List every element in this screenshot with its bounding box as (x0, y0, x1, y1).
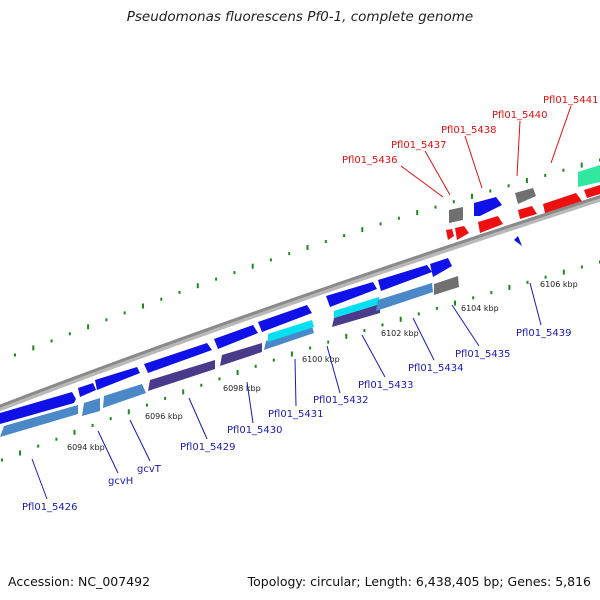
leader-line (31, 458, 48, 500)
gene-feature[interactable] (0, 392, 76, 424)
gene-feature[interactable] (0, 405, 78, 437)
leader-line (400, 165, 444, 198)
leader-line (294, 358, 297, 407)
gene-feature[interactable] (78, 383, 96, 397)
scale-label: 6094 kbp (67, 443, 105, 452)
gene-feature[interactable] (268, 320, 314, 342)
leader-line (246, 381, 254, 424)
gene-label[interactable]: Pfl01_5439 (516, 328, 572, 339)
accession-text: Accession: NC_007492 (8, 574, 151, 589)
gene-feature[interactable] (514, 236, 522, 246)
genome-summary-text: Topology: circular; Length: 6,438,405 bp… (247, 574, 591, 589)
backbone (0, 195, 600, 408)
gene-feature[interactable] (543, 193, 582, 213)
gene-feature[interactable] (474, 197, 502, 216)
gene-feature[interactable] (82, 398, 100, 416)
leader-line (424, 150, 451, 196)
gene-feature[interactable] (584, 185, 600, 198)
gene-label[interactable]: Pfl01_5431 (268, 409, 324, 420)
gene-label[interactable]: Pfl01_5438 (441, 125, 497, 136)
gene-feature[interactable] (258, 305, 312, 332)
gc-content-marks (1, 158, 600, 462)
backbone-shadow (0, 195, 600, 412)
leader-line (451, 304, 480, 347)
leader-line (361, 334, 386, 378)
leader-line (326, 345, 341, 394)
leader-line (529, 282, 542, 326)
gene-feature[interactable] (430, 258, 452, 277)
gene-feature[interactable] (326, 282, 377, 307)
reverse-genes (0, 276, 459, 437)
gene-label[interactable]: Pfl01_5433 (358, 380, 414, 391)
leader-line (188, 397, 208, 440)
gene-feature[interactable] (434, 276, 459, 295)
gene-feature[interactable] (376, 283, 433, 311)
gene-label[interactable]: Pfl01_5432 (313, 395, 369, 406)
gene-labels-bottom: Pfl01_5426 gcvH gcvT Pfl01_5429 Pfl01_54… (22, 328, 572, 513)
scale-labels: 6094 kbp 6096 kbp 6098 kbp 6100 kbp 6102… (67, 280, 578, 452)
leader-line (412, 317, 435, 361)
gene-feature[interactable] (478, 216, 503, 233)
scale-label: 6104 kbp (461, 304, 499, 313)
forward-genes (0, 258, 452, 424)
gene-label[interactable]: Pfl01_5429 (180, 442, 236, 453)
gene-feature[interactable] (449, 207, 463, 223)
gene-feature[interactable] (518, 206, 537, 219)
gene-feature[interactable] (220, 343, 262, 366)
gene-feature[interactable] (332, 304, 380, 327)
scale-label: 6102 kbp (381, 329, 419, 338)
gene-label[interactable]: Pfl01_5430 (227, 425, 283, 436)
gene-feature[interactable] (95, 367, 140, 390)
gene-feature[interactable] (378, 265, 432, 291)
gene-feature[interactable] (148, 360, 215, 391)
gene-feature[interactable] (144, 343, 212, 373)
leader-line (97, 430, 119, 474)
scale-label: 6106 kbp (540, 280, 578, 289)
gene-label[interactable]: Pfl01_5426 (22, 502, 78, 513)
leader-line (129, 419, 151, 462)
scale-label: 6096 kbp (145, 412, 183, 421)
leader-line (550, 105, 572, 164)
scale-label: 6098 kbp (223, 384, 261, 393)
gene-labels-top: Pfl01_5436 Pfl01_5437 Pfl01_5438 Pfl01_5… (342, 95, 599, 166)
gene-feature[interactable] (515, 188, 536, 204)
gene-label[interactable]: Pfl01_5437 (391, 140, 447, 151)
gene-feature[interactable] (446, 229, 454, 240)
gene-label[interactable]: Pfl01_5435 (455, 349, 511, 360)
leader-line (516, 120, 521, 177)
map-title: Pseudomonas fluorescens Pf0-1, complete … (126, 9, 474, 25)
gene-label[interactable]: Pfl01_5440 (492, 110, 548, 121)
gene-feature[interactable] (578, 165, 600, 187)
gene-label[interactable]: Pfl01_5436 (342, 155, 398, 166)
gene-label[interactable]: Pfl01_5434 (408, 363, 464, 374)
gene-feature[interactable] (334, 297, 380, 318)
gene-feature[interactable] (214, 325, 258, 349)
gene-label[interactable]: gcvT (137, 464, 162, 475)
scale-label: 6100 kbp (302, 355, 340, 364)
leader-line (464, 135, 483, 189)
gene-label[interactable]: Pfl01_5441 (543, 95, 599, 106)
gene-feature[interactable] (264, 326, 314, 350)
label-leaders (31, 105, 572, 500)
top-strand-features (446, 165, 600, 246)
gene-label[interactable]: gcvH (108, 476, 133, 487)
gene-feature[interactable] (103, 384, 146, 408)
gene-feature[interactable] (455, 226, 469, 240)
